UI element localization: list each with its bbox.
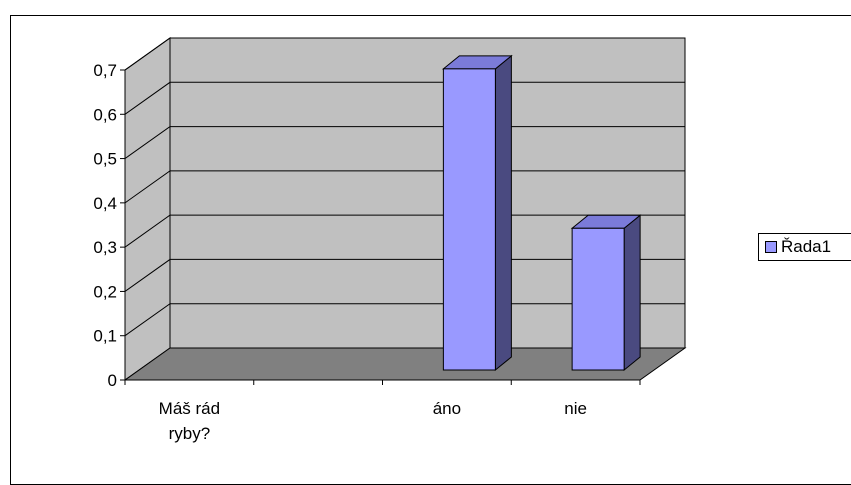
y-tick-label: 0 [108,371,117,390]
y-tick-label: 0,7 [93,61,117,80]
gridline [124,303,685,337]
gridline [124,214,685,248]
side-wall [124,37,171,381]
y-tick-label: 0,1 [93,327,117,346]
y-tick-label: 0,6 [93,105,117,124]
gridline [124,37,685,71]
bar [442,68,496,371]
bar-side [623,214,641,372]
gridline [124,170,685,204]
x-tick-label: ryby? [169,424,211,443]
x-tick-label: nie [564,399,587,418]
y-tick-label: 0,4 [93,194,117,213]
legend: Řada1 [758,233,851,261]
y-tick-label: 0,2 [93,282,117,301]
gridline [124,258,685,292]
x-tick-label: Máš rád [159,399,220,418]
y-tick-label: 0,5 [93,150,117,169]
bar [571,227,625,371]
bar-side [494,54,512,372]
x-tick-label: áno [433,399,461,418]
chart-plot: 0 0,1 0,2 0,3 0,4 0,5 0,6 0,7 Máš rád ryby? áno nie [93,37,687,443]
legend-swatch [765,241,777,253]
legend-label: Řada1 [781,237,832,256]
gridline [124,126,685,159]
gridline [124,81,685,115]
y-tick-label: 0,3 [93,238,117,257]
